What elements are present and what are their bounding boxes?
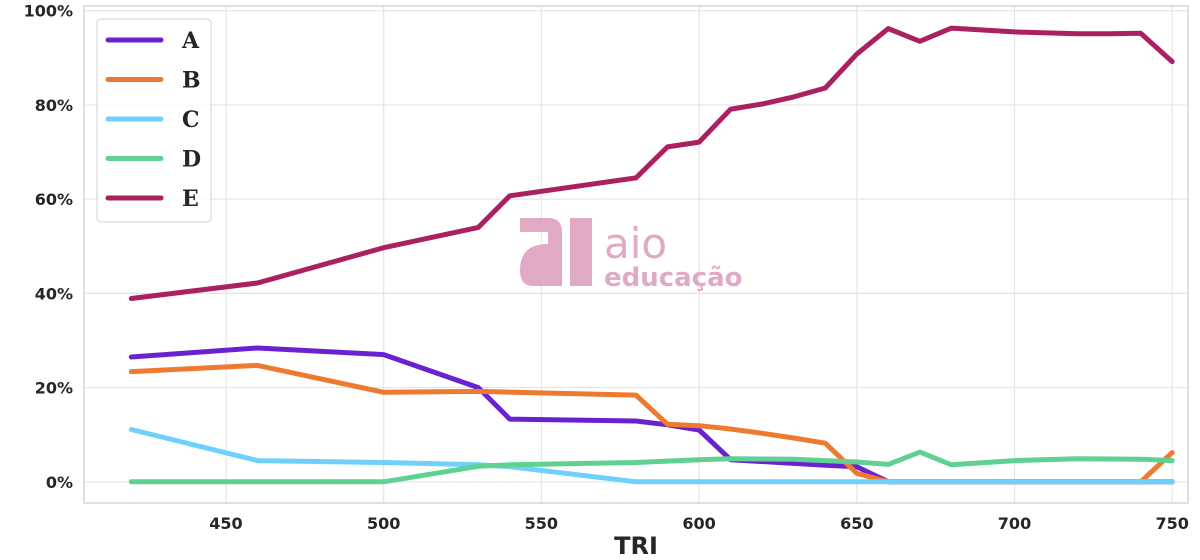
x-tick-label: 650 bbox=[840, 514, 873, 533]
watermark-line1: aio bbox=[604, 219, 667, 268]
x-axis-label: TRI bbox=[614, 532, 658, 560]
series-lines bbox=[128, 25, 1175, 485]
x-tick-label: 550 bbox=[525, 514, 558, 533]
legend-label-b: B bbox=[182, 68, 201, 94]
legend-label-e: E bbox=[182, 186, 199, 212]
x-tick-label: 600 bbox=[682, 514, 715, 533]
x-axis-ticks: 450 500 550 600 650 700 750 bbox=[209, 514, 1189, 533]
y-tick-label: 0% bbox=[46, 473, 73, 492]
watermark-line2: educação bbox=[604, 263, 743, 293]
aio-logo-icon bbox=[520, 218, 592, 286]
series-line-e bbox=[128, 25, 1175, 301]
y-tick-label: 20% bbox=[35, 379, 73, 398]
legend-label-d: D bbox=[182, 147, 201, 173]
y-tick-label: 100% bbox=[24, 2, 73, 21]
y-tick-label: 80% bbox=[35, 96, 73, 115]
legend-label-a: A bbox=[181, 28, 200, 54]
x-tick-label: 750 bbox=[1156, 514, 1189, 533]
y-tick-label: 40% bbox=[35, 284, 73, 303]
y-axis-ticks: 0% 20% 40% 60% 80% 100% bbox=[24, 2, 73, 492]
y-tick-label: 60% bbox=[35, 190, 73, 209]
aio-educacao-watermark: aio educação bbox=[520, 218, 743, 293]
series-line-c bbox=[128, 427, 1175, 485]
x-tick-label: 450 bbox=[209, 514, 242, 533]
grid bbox=[84, 6, 1188, 503]
legend-label-c: C bbox=[182, 107, 200, 133]
plot-frame bbox=[83, 5, 1189, 504]
x-tick-label: 500 bbox=[367, 514, 400, 533]
series-line-d bbox=[128, 449, 1175, 485]
x-tick-label: 700 bbox=[998, 514, 1031, 533]
